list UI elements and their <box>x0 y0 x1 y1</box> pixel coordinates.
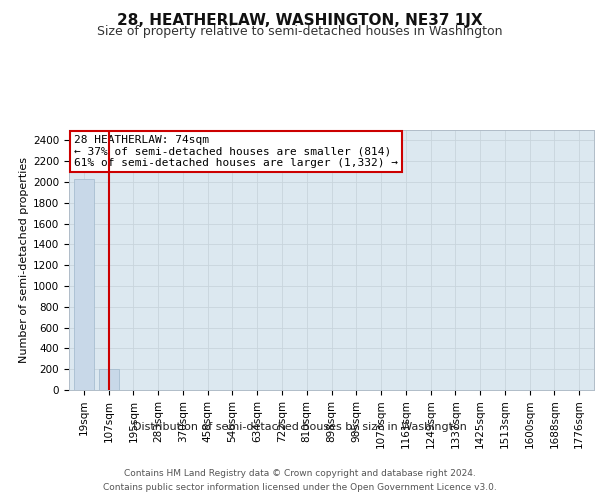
Bar <box>74 179 94 390</box>
Text: 28 HEATHERLAW: 74sqm
← 37% of semi-detached houses are smaller (814)
61% of semi: 28 HEATHERLAW: 74sqm ← 37% of semi-detac… <box>74 135 398 168</box>
Text: 28, HEATHERLAW, WASHINGTON, NE37 1JX: 28, HEATHERLAW, WASHINGTON, NE37 1JX <box>117 12 483 28</box>
Y-axis label: Number of semi-detached properties: Number of semi-detached properties <box>19 157 29 363</box>
Text: Size of property relative to semi-detached houses in Washington: Size of property relative to semi-detach… <box>97 25 503 38</box>
Text: Distribution of semi-detached houses by size in Washington: Distribution of semi-detached houses by … <box>133 422 467 432</box>
Text: Contains HM Land Registry data © Crown copyright and database right 2024.: Contains HM Land Registry data © Crown c… <box>124 469 476 478</box>
Bar <box>99 368 119 390</box>
Text: Contains public sector information licensed under the Open Government Licence v3: Contains public sector information licen… <box>103 482 497 492</box>
